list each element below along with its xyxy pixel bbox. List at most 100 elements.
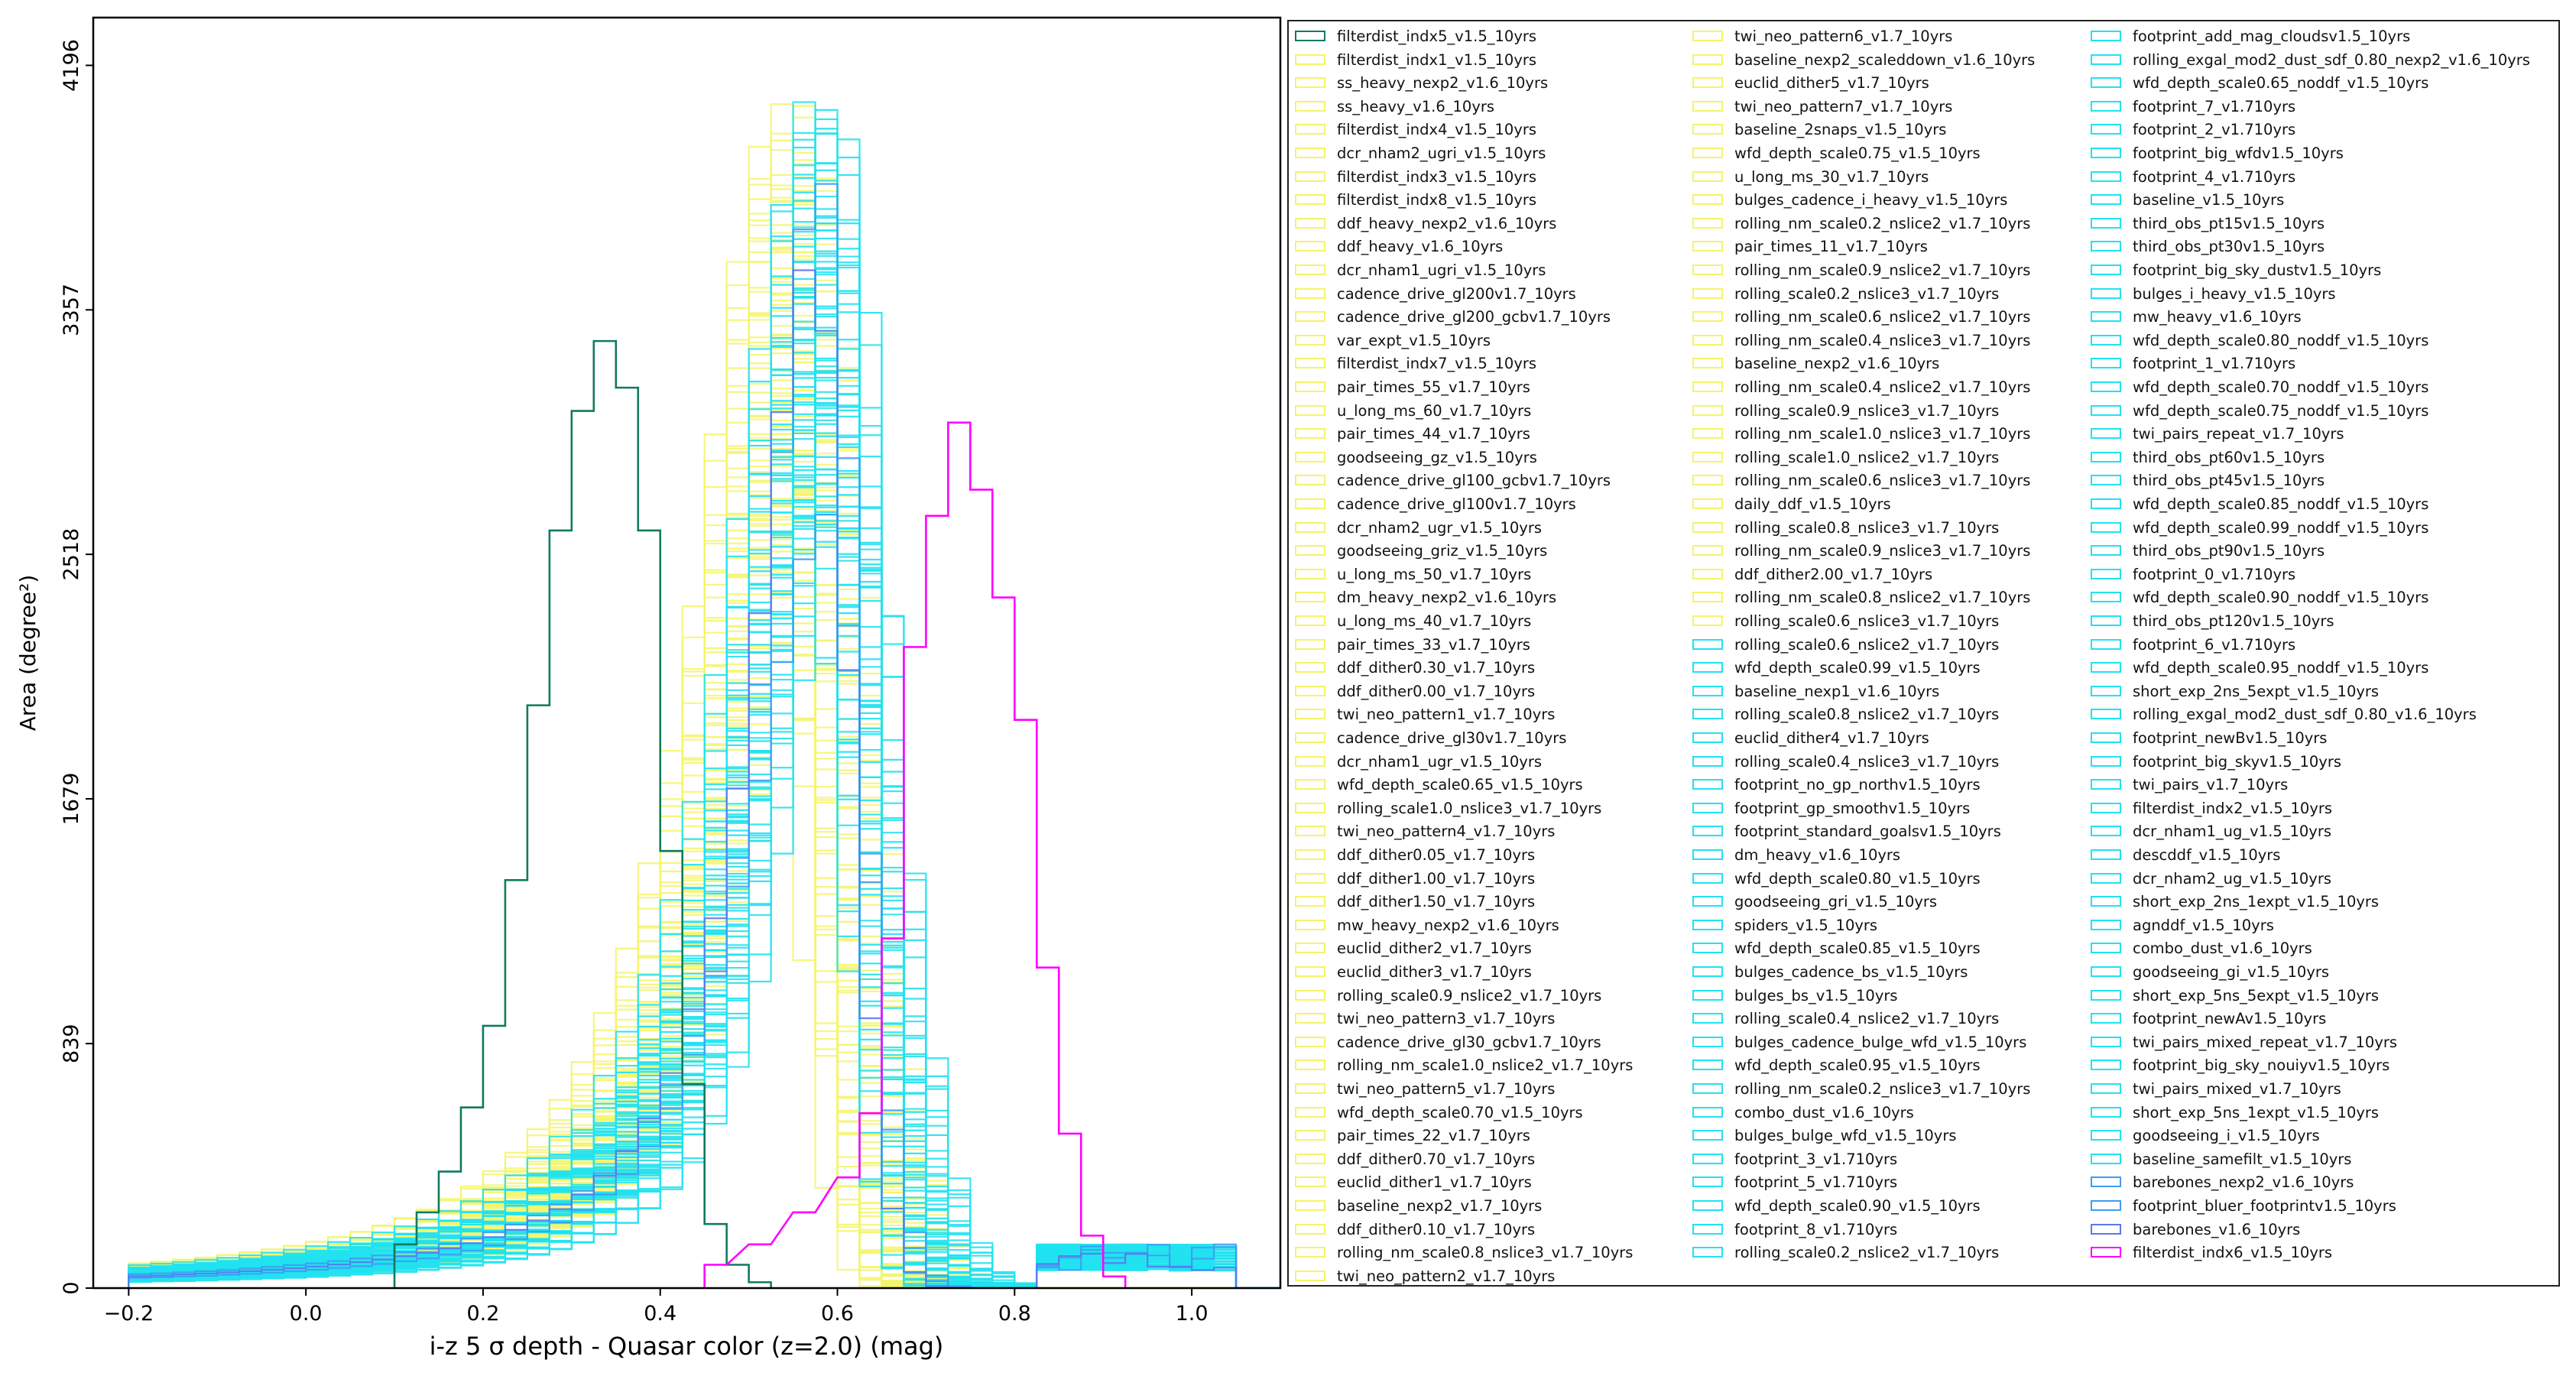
legend-label: dcr_nham1_ugr_v1.5_10yrs bbox=[1337, 752, 1543, 771]
legend-label: filterdist_indx2_v1.5_10yrs bbox=[2133, 799, 2333, 817]
legend-label: rolling_nm_scale0.9_nslice3_v1.7_10yrs bbox=[1734, 542, 2031, 560]
legend-label: twi_neo_pattern2_v1.7_10yrs bbox=[1337, 1267, 1556, 1285]
legend-swatch bbox=[1295, 428, 1325, 440]
legend-label: wfd_depth_scale0.75_v1.5_10yrs bbox=[1734, 144, 1981, 162]
legend-label: twi_pairs_mixed_v1.7_10yrs bbox=[2133, 1080, 2341, 1098]
legend-label: rolling_nm_scale0.4_nslice3_v1.7_10yrs bbox=[1734, 331, 2031, 349]
legend-swatch bbox=[1692, 849, 1723, 860]
legend-swatch bbox=[1692, 77, 1723, 89]
legend-swatch bbox=[1295, 100, 1325, 112]
legend-swatch bbox=[1692, 100, 1723, 112]
legend-label: baseline_nexp2_v1.6_10yrs bbox=[1734, 355, 1940, 373]
legend-label: euclid_dither3_v1.7_10yrs bbox=[1337, 963, 1532, 981]
legend-swatch bbox=[1295, 475, 1325, 486]
legend-label: bulges_bulge_wfd_v1.5_10yrs bbox=[1734, 1127, 1957, 1145]
legend-label: ddf_dither0.00_v1.7_10yrs bbox=[1337, 682, 1536, 700]
legend-label: footprint_standard_goalsv1.5_10yrs bbox=[1734, 823, 2001, 841]
legend-label: rolling_scale0.6_nslice2_v1.7_10yrs bbox=[1734, 635, 2000, 654]
legend-swatch bbox=[2091, 989, 2121, 1001]
legend-swatch bbox=[2091, 1060, 2121, 1071]
legend-label: mw_heavy_v1.6_10yrs bbox=[2133, 308, 2302, 326]
histogram-series-goodseeing_gi_v1.5_10yrs bbox=[128, 146, 1280, 1288]
legend-swatch bbox=[2091, 592, 2121, 603]
legend-label: third_obs_pt60v1.5_10yrs bbox=[2133, 448, 2325, 466]
legend-swatch bbox=[1692, 311, 1723, 323]
legend-label: twi_neo_pattern4_v1.7_10yrs bbox=[1337, 823, 1556, 841]
legend-swatch bbox=[2091, 124, 2121, 135]
legend-label: wfd_depth_scale0.85_v1.5_10yrs bbox=[1734, 940, 1981, 958]
legend-swatch bbox=[1692, 1083, 1723, 1094]
legend-label: agnddf_v1.5_10yrs bbox=[2133, 916, 2274, 934]
x-axis-ticks: −0.2 0.0 0.2 0.4 0.6 0.8 1.0 bbox=[104, 1288, 1209, 1326]
legend-label: euclid_dither4_v1.7_10yrs bbox=[1734, 729, 1929, 747]
legend-swatch bbox=[2091, 100, 2121, 112]
legend-label: footprint_bluer_footprintv1.5_10yrs bbox=[2133, 1197, 2396, 1215]
legend-label: bulges_cadence_bulge_wfd_v1.5_10yrs bbox=[1734, 1033, 2027, 1051]
legend-label: cadence_drive_gl200v1.7_10yrs bbox=[1337, 284, 1576, 303]
legend-label: filterdist_indx4_v1.5_10yrs bbox=[1337, 121, 1537, 139]
legend-swatch bbox=[1692, 1013, 1723, 1024]
legend-label: rolling_scale0.9_nslice2_v1.7_10yrs bbox=[1337, 986, 1602, 1004]
legend-swatch bbox=[1295, 1200, 1325, 1211]
legend-label: rolling_nm_scale0.8_nslice3_v1.7_10yrs bbox=[1337, 1244, 1634, 1262]
legend-swatch bbox=[1295, 615, 1325, 626]
y-axis-label: Area (degree²) bbox=[15, 575, 41, 732]
histogram-series-filterdist_indx5_v1.5_10yrs bbox=[393, 339, 772, 1288]
legend-swatch bbox=[2091, 966, 2121, 977]
legend-swatch bbox=[2091, 545, 2121, 557]
legend-label: wfd_depth_scale0.99_noddf_v1.5_10yrs bbox=[2133, 518, 2429, 537]
legend-label: baseline_nexp2_scaleddown_v1.6_10yrs bbox=[1734, 50, 2036, 69]
legend-swatch bbox=[2091, 428, 2121, 440]
legend-swatch bbox=[1295, 662, 1325, 673]
legend-swatch bbox=[1692, 966, 1723, 977]
legend-label: filterdist_indx7_v1.5_10yrs bbox=[1337, 355, 1537, 373]
legend-label: euclid_dither5_v1.7_10yrs bbox=[1734, 74, 1929, 92]
legend-label: footprint_6_v1.710yrs bbox=[2133, 635, 2296, 654]
legend-swatch bbox=[1692, 592, 1723, 603]
legend-swatch bbox=[2091, 287, 2121, 299]
legend-swatch bbox=[1692, 732, 1723, 743]
legend-label: barebones_nexp2_v1.6_10yrs bbox=[2133, 1173, 2354, 1192]
legend-swatch bbox=[1295, 1106, 1325, 1118]
legend-swatch bbox=[1295, 1130, 1325, 1141]
legend-label: bulges_i_heavy_v1.5_10yrs bbox=[2133, 284, 2336, 303]
legend-swatch bbox=[1692, 358, 1723, 369]
legend-swatch bbox=[1692, 685, 1723, 696]
legend-swatch bbox=[1295, 1036, 1325, 1047]
y-tick-label: 1679 bbox=[60, 773, 83, 826]
legend-swatch bbox=[2091, 404, 2121, 416]
legend-swatch bbox=[1295, 264, 1325, 275]
y-tick-label: 839 bbox=[60, 1024, 83, 1063]
legend-swatch bbox=[1692, 264, 1723, 275]
legend-label: footprint_big_wfdv1.5_10yrs bbox=[2133, 144, 2344, 162]
legend-swatch bbox=[1295, 498, 1325, 509]
legend-swatch bbox=[1692, 1036, 1723, 1047]
legend-swatch bbox=[2091, 170, 2121, 182]
legend-swatch bbox=[1692, 1060, 1723, 1071]
legend-swatch bbox=[1692, 896, 1723, 907]
legend-swatch bbox=[2091, 311, 2121, 323]
legend-swatch bbox=[2091, 358, 2121, 369]
legend-swatch bbox=[2091, 755, 2121, 767]
legend-label: rolling_scale0.2_nslice3_v1.7_10yrs bbox=[1734, 284, 2000, 303]
legend-swatch bbox=[1692, 802, 1723, 813]
legend-swatch bbox=[1692, 755, 1723, 767]
legend-label: baseline_v1.5_10yrs bbox=[2133, 191, 2285, 209]
legend-label: footprint_3_v1.710yrs bbox=[1734, 1150, 1898, 1168]
legend-label: combo_dust_v1.6_10yrs bbox=[2133, 940, 2312, 958]
legend-swatch bbox=[2091, 1036, 2121, 1047]
legend-label: twi_pairs_mixed_repeat_v1.7_10yrs bbox=[2133, 1033, 2398, 1051]
legend-label: short_exp_2ns_5expt_v1.5_10yrs bbox=[2133, 682, 2380, 700]
legend-label: wfd_depth_scale0.80_noddf_v1.5_10yrs bbox=[2133, 331, 2429, 349]
legend-swatch bbox=[1295, 1013, 1325, 1024]
legend-swatch bbox=[2091, 194, 2121, 206]
x-tick-label: 0.4 bbox=[644, 1302, 676, 1326]
legend-swatch bbox=[1692, 287, 1723, 299]
legend-swatch bbox=[1295, 54, 1325, 65]
legend-swatch bbox=[1295, 826, 1325, 837]
legend-swatch bbox=[2091, 1176, 2121, 1188]
legend-label: u_long_ms_50_v1.7_10yrs bbox=[1337, 565, 1532, 583]
legend-label: wfd_depth_scale0.95_noddf_v1.5_10yrs bbox=[2133, 659, 2429, 677]
legend-label: rolling_nm_scale0.9_nslice2_v1.7_10yrs bbox=[1734, 261, 2031, 279]
legend-label: twi_pairs_v1.7_10yrs bbox=[2133, 776, 2289, 794]
